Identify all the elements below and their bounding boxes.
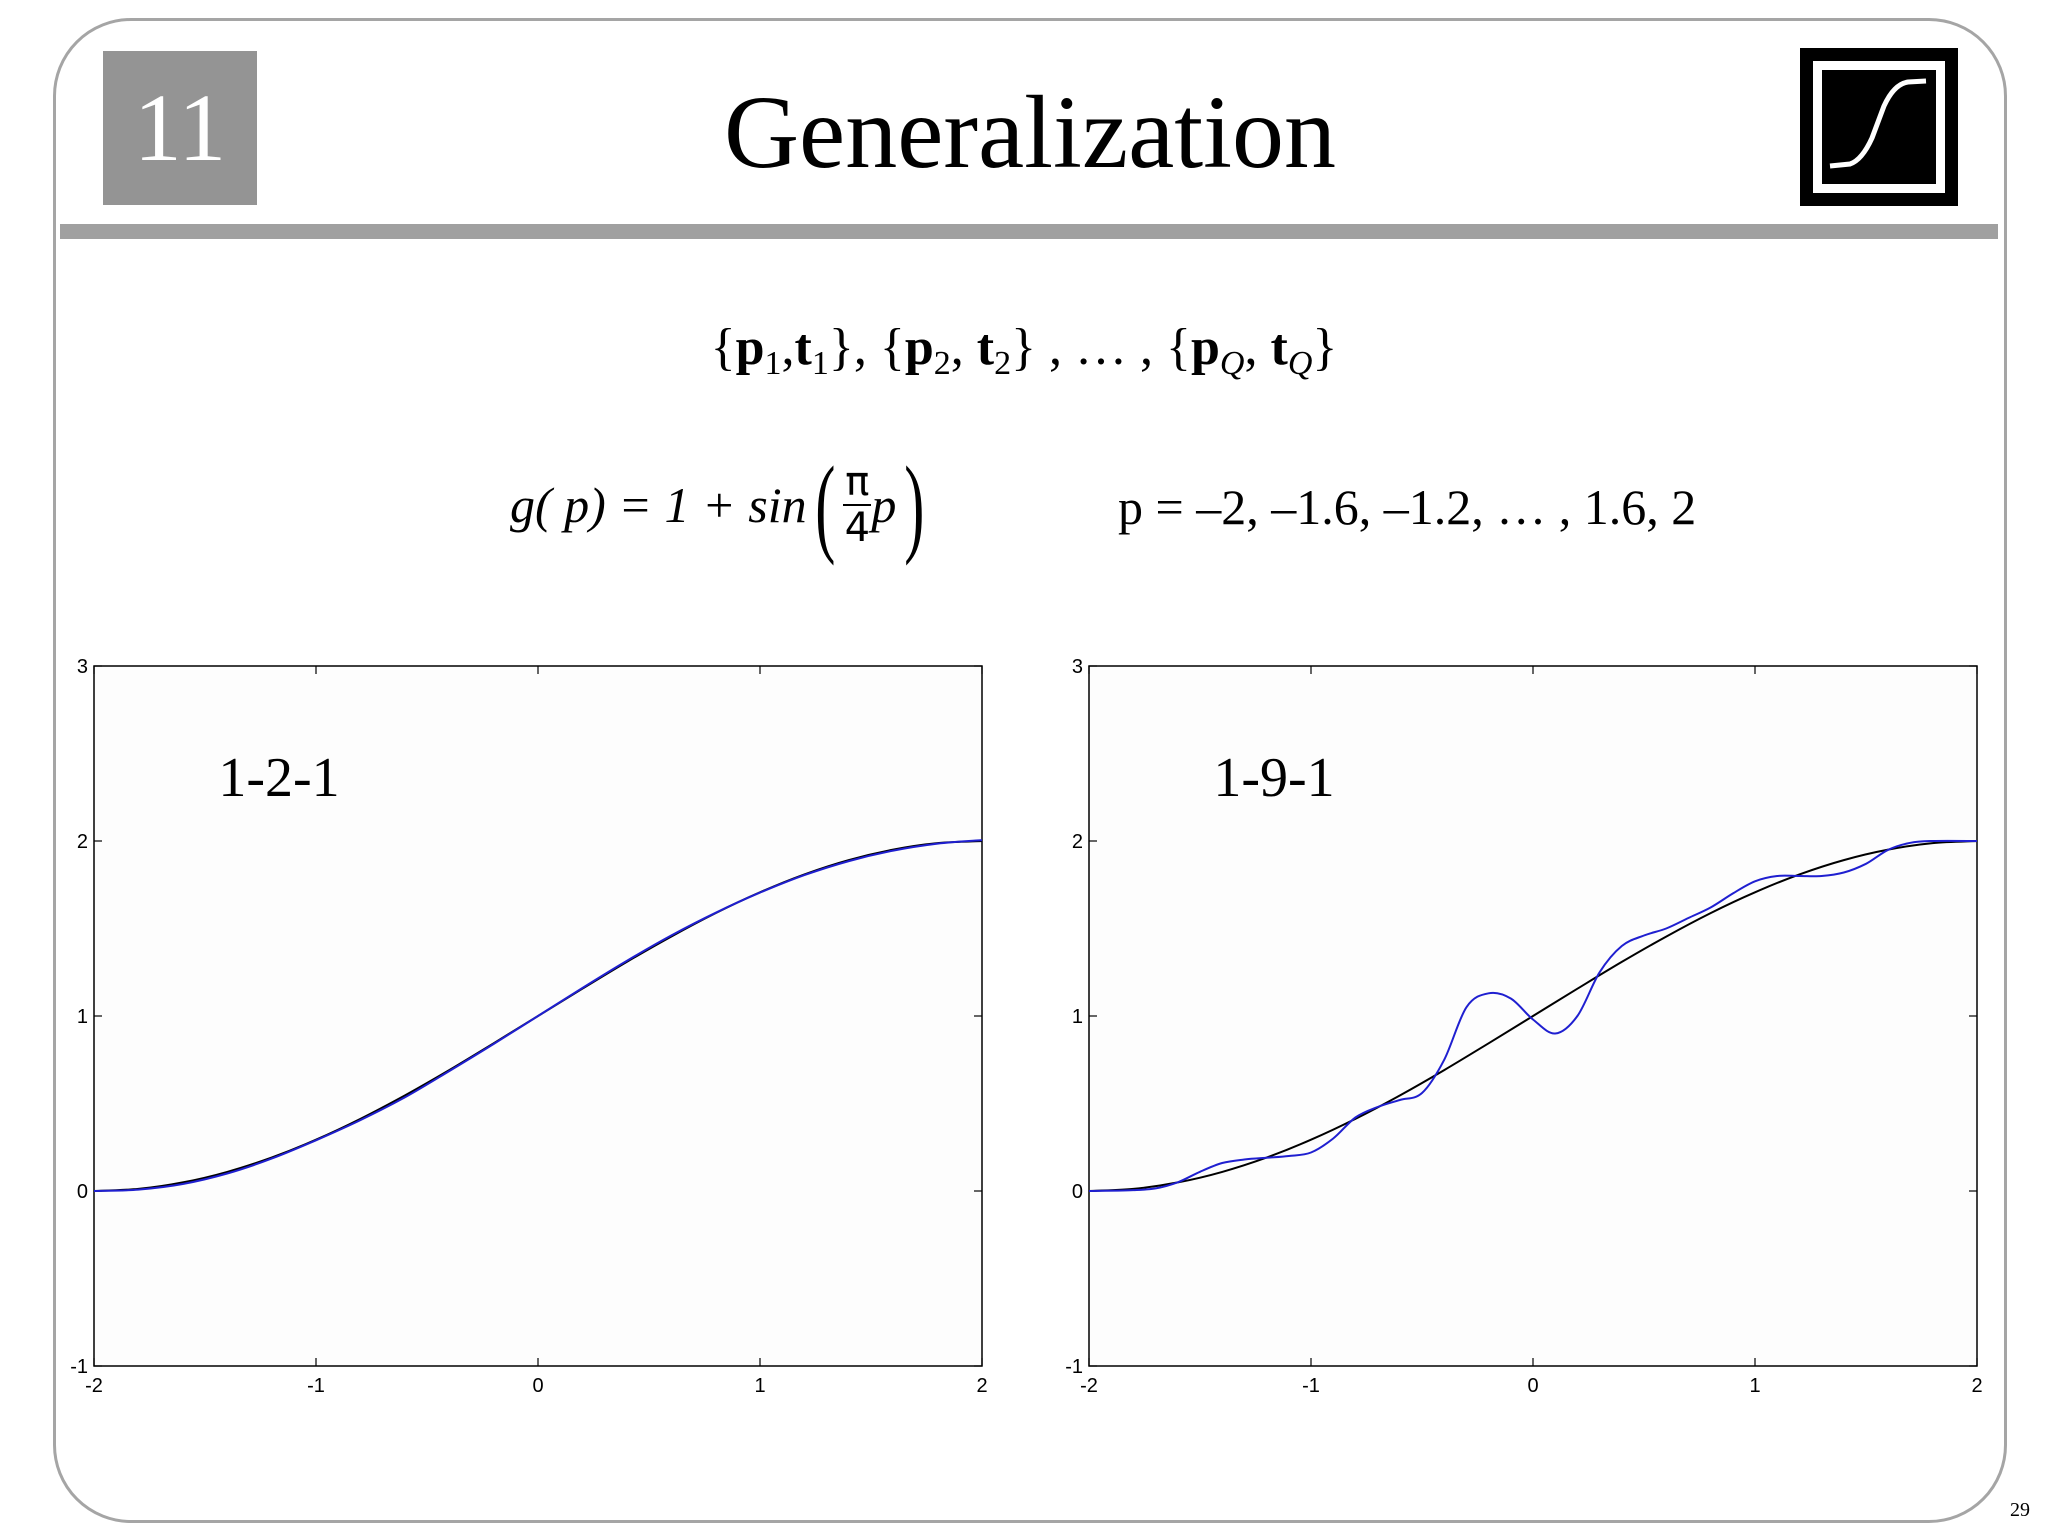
x-tick-label: 1 bbox=[754, 1375, 765, 1397]
subscript: 2 bbox=[994, 345, 1012, 382]
network-response-line bbox=[93, 839, 983, 1192]
y-tick-label: 3 bbox=[1072, 656, 1083, 678]
slide-frame bbox=[53, 18, 2007, 1523]
x-tick-label: -2 bbox=[85, 1375, 103, 1397]
y-tick-label: -1 bbox=[70, 1356, 88, 1378]
panel-label: 1-2-1 bbox=[218, 747, 339, 809]
x-tick-label: 0 bbox=[532, 1375, 543, 1397]
page-number: 29 bbox=[2010, 1499, 2030, 1521]
function-argument: p bbox=[871, 477, 897, 533]
slide-title: Generalization bbox=[723, 75, 1337, 190]
separator: , { bbox=[853, 319, 905, 376]
sample-points-formula: p = –2, –1.6, –1.2, … , 1.6, 2 bbox=[1118, 479, 1697, 535]
right-paren: ) bbox=[904, 444, 925, 566]
subscript: 1 bbox=[811, 345, 829, 382]
ellipsis: , … , { bbox=[1036, 319, 1191, 376]
y-tick-label: 0 bbox=[1072, 1181, 1083, 1203]
x-tick-label: 2 bbox=[976, 1375, 987, 1397]
subscript: 2 bbox=[933, 345, 951, 382]
y-tick-label: 1 bbox=[1072, 1006, 1083, 1028]
function-lhs: g( p) = 1 + sin bbox=[510, 477, 807, 533]
subscript-q: Q bbox=[1219, 345, 1245, 382]
y-tick-label: 1 bbox=[77, 1006, 88, 1028]
x-tick-label: -1 bbox=[307, 1375, 325, 1397]
subscript: Q bbox=[1220, 345, 1245, 382]
chapter-number-box: 11 bbox=[103, 51, 257, 205]
brace: } bbox=[1011, 319, 1037, 376]
title-divider bbox=[60, 224, 1998, 239]
comma: , bbox=[1244, 319, 1258, 376]
brace: } bbox=[1312, 319, 1338, 376]
function-formula: g( p) = 1 + sin(π 4 p) bbox=[510, 444, 933, 575]
target-curve-line bbox=[1088, 840, 1978, 1192]
x-tick-label: -1 bbox=[1302, 1375, 1320, 1397]
target-vector-symbol: t bbox=[794, 319, 812, 376]
y-tick-label: 2 bbox=[1072, 831, 1083, 853]
y-tick-label: -1 bbox=[1065, 1356, 1083, 1378]
brace: } bbox=[828, 319, 854, 376]
panel-label: 1-9-1 bbox=[1213, 747, 1334, 809]
left-paren: ( bbox=[814, 444, 836, 566]
comma: , bbox=[950, 319, 964, 376]
y-tick-label: 0 bbox=[77, 1181, 88, 1203]
y-tick-label: 3 bbox=[77, 656, 88, 678]
y-tick-label: 2 bbox=[77, 831, 88, 853]
fraction-denominator: 4 bbox=[844, 505, 871, 551]
subscript-q: Q bbox=[1287, 345, 1313, 382]
input-vector-symbol: p bbox=[1191, 319, 1220, 376]
comma: , bbox=[781, 319, 795, 376]
x-tick-label: 0 bbox=[1527, 1375, 1538, 1397]
subscript: Q bbox=[1288, 345, 1313, 382]
network-response-line bbox=[1088, 839, 1978, 1192]
brace: { bbox=[710, 319, 736, 376]
x-tick-label: 2 bbox=[1971, 1375, 1982, 1397]
subscript: 1 bbox=[764, 345, 782, 382]
target-vector-symbol: t bbox=[976, 319, 995, 376]
training-set-formula: {p1,t1}, {p2, t2} , … , {pQ, tQ} bbox=[0, 318, 2048, 381]
target-vector-symbol: t bbox=[1270, 319, 1288, 376]
sigmoid-logo-icon bbox=[1800, 48, 1958, 206]
x-tick-label: -2 bbox=[1080, 1375, 1098, 1397]
x-tick-label: 1 bbox=[1749, 1375, 1760, 1397]
fraction-numerator: π bbox=[843, 459, 872, 506]
input-vector-symbol: p bbox=[735, 319, 765, 376]
input-vector-symbol: p bbox=[904, 319, 934, 376]
